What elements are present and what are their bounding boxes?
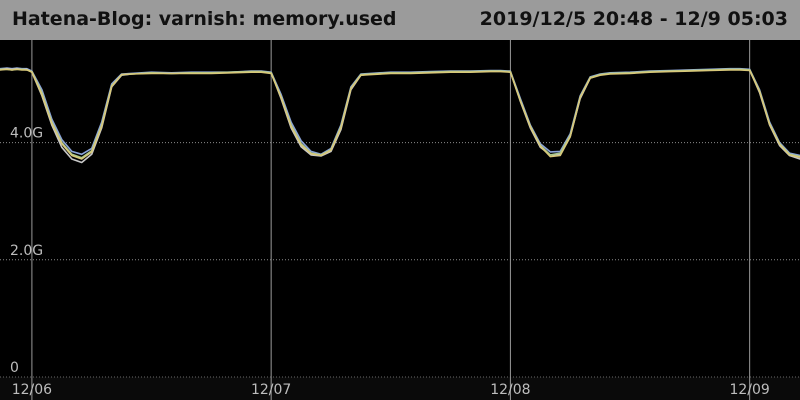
chart-title: Hatena-Blog: varnish: memory.used (12, 8, 397, 30)
x-tick-label: 12/06 (12, 382, 52, 398)
x-tick-label: 12/09 (729, 382, 769, 398)
x-tick-label: 12/08 (490, 382, 530, 398)
plot-background (0, 40, 800, 400)
series-line-4 (0, 68, 800, 160)
chart-header: Hatena-Blog: varnish: memory.used 2019/1… (0, 0, 800, 40)
x-tick-label: 12/07 (251, 382, 291, 398)
memory-used-plot: 0 2.0G 4.0G 12/06 12/07 12/08 12/09 (0, 40, 800, 400)
time-range: 2019/12/5 20:48 - 12/9 05:03 (479, 8, 788, 30)
x-axis-strip (0, 377, 800, 400)
y-tick-label: 0 (10, 360, 19, 376)
y-tick-label: 4.0G (10, 126, 43, 142)
y-tick-label: 2.0G (10, 243, 43, 259)
